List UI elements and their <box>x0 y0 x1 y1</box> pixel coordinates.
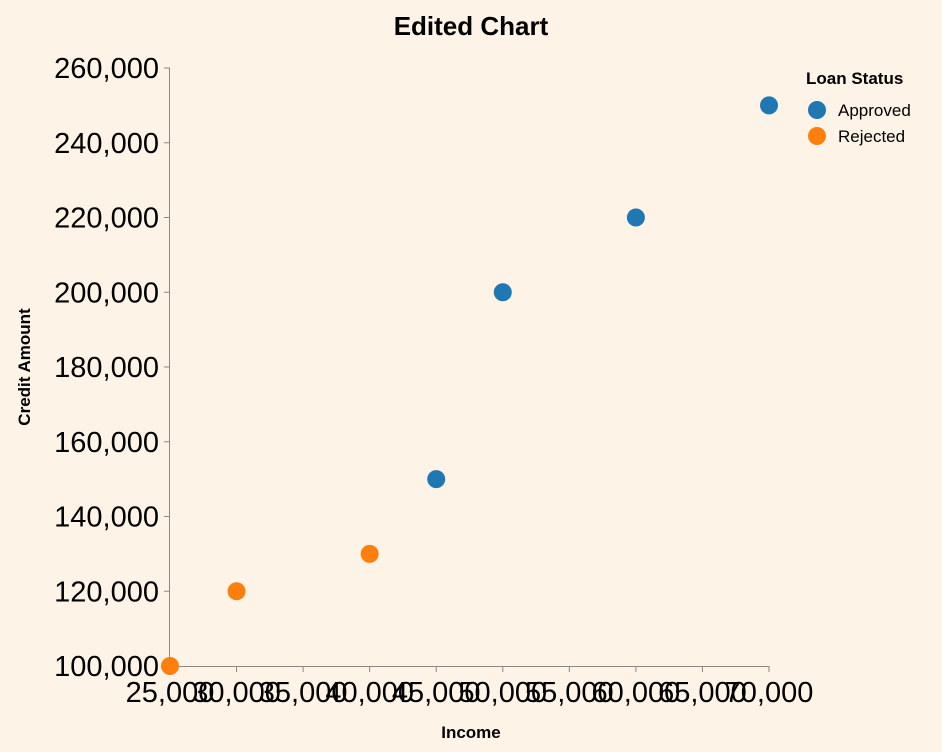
x-tick-label: 65,000 <box>658 677 747 709</box>
legend-symbol-approved <box>808 101 826 119</box>
x-tick-label: 40,000 <box>325 677 414 709</box>
y-tick-label: 200,000 <box>54 277 159 309</box>
y-tick-label: 120,000 <box>54 576 159 608</box>
legend-label-rejected: Rejected <box>838 127 905 146</box>
x-tick-label: 35,000 <box>259 677 348 709</box>
y-axis: 100,000 120,000 140,000 160,000 180,000 200,0… <box>54 53 170 683</box>
x-tick-label: 60,000 <box>592 677 681 709</box>
legend-title: Loan Status <box>806 69 903 88</box>
data-point-rejected[interactable] <box>227 582 246 601</box>
legend-label-approved: Approved <box>838 101 911 120</box>
y-tick-label: 160,000 <box>54 427 159 459</box>
y-tick-label: 180,000 <box>54 352 159 384</box>
chart-title: Edited Chart <box>394 11 549 41</box>
legend: Loan Status Approved Rejected <box>806 69 911 146</box>
x-axis: 25,00030,00035,00040,00045,00050,00055,0… <box>126 666 814 709</box>
x-tick-label: 50,000 <box>458 677 547 709</box>
x-tick-label: 45,000 <box>392 677 481 709</box>
legend-symbol-rejected <box>808 127 826 145</box>
data-point-approved[interactable] <box>493 283 512 302</box>
y-tick-label: 100,000 <box>54 651 159 683</box>
y-tick-label: 260,000 <box>54 53 159 85</box>
data-point-rejected[interactable] <box>360 544 379 563</box>
y-tick-label: 220,000 <box>54 203 159 235</box>
y-axis-title: Credit Amount <box>15 308 34 426</box>
data-points <box>161 96 778 675</box>
x-tick-label: 55,000 <box>525 677 614 709</box>
x-tick-label: 25,000 <box>126 677 215 709</box>
x-axis-title: Income <box>441 723 501 742</box>
data-point-rejected[interactable] <box>161 657 179 675</box>
x-tick-label: 70,000 <box>725 677 814 709</box>
data-point-approved[interactable] <box>760 96 778 115</box>
y-tick-label: 140,000 <box>54 502 159 534</box>
data-point-approved[interactable] <box>626 208 645 227</box>
data-point-approved[interactable] <box>427 470 446 489</box>
y-tick-label: 240,000 <box>54 128 159 160</box>
x-tick-label: 30,000 <box>192 677 281 709</box>
